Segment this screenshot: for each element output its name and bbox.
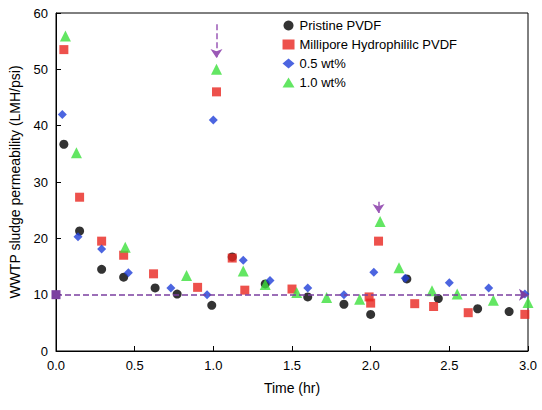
svg-text:3.0: 3.0 [519, 358, 537, 373]
svg-text:50: 50 [34, 62, 48, 77]
svg-text:30: 30 [34, 175, 48, 190]
svg-text:0.5: 0.5 [126, 358, 144, 373]
svg-text:2.5: 2.5 [440, 358, 458, 373]
svg-text:60: 60 [34, 6, 48, 21]
svg-text:1.0 wt%: 1.0 wt% [300, 75, 347, 90]
svg-text:2.0: 2.0 [362, 358, 380, 373]
svg-text:1.0: 1.0 [204, 358, 222, 373]
svg-text:WWTP sludge permeability (LMH/: WWTP sludge permeability (LMH/psi) [7, 65, 23, 298]
svg-text:20: 20 [34, 231, 48, 246]
svg-text:Millipore Hydrophililc PVDF: Millipore Hydrophililc PVDF [300, 37, 458, 52]
svg-text:0: 0 [41, 344, 48, 359]
svg-text:40: 40 [34, 118, 48, 133]
svg-text:Time (hr): Time (hr) [264, 380, 320, 396]
svg-text:0.5 wt%: 0.5 wt% [300, 56, 347, 71]
svg-text:10: 10 [34, 287, 48, 302]
svg-text:Pristine PVDF: Pristine PVDF [300, 18, 382, 33]
svg-text:0.0: 0.0 [47, 358, 65, 373]
svg-text:1.5: 1.5 [283, 358, 301, 373]
